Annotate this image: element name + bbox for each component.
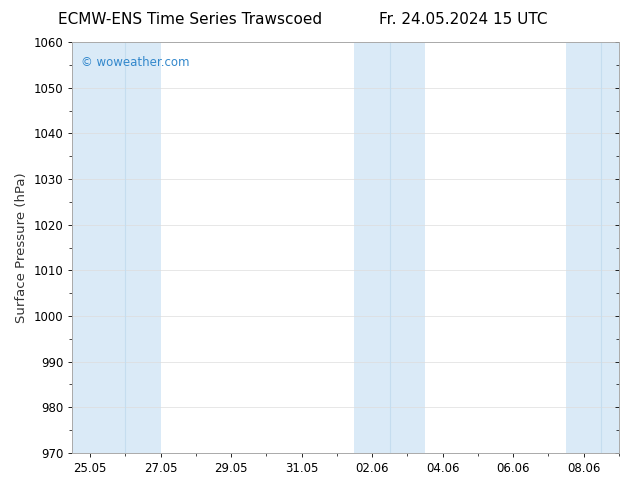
Text: © woweather.com: © woweather.com <box>81 56 189 70</box>
Bar <box>354 42 425 453</box>
Text: Fr. 24.05.2024 15 UTC: Fr. 24.05.2024 15 UTC <box>378 12 547 27</box>
Bar <box>566 42 619 453</box>
Bar <box>72 42 160 453</box>
Text: ECMW-ENS Time Series Trawscoed: ECMW-ENS Time Series Trawscoed <box>58 12 322 27</box>
Y-axis label: Surface Pressure (hPa): Surface Pressure (hPa) <box>15 172 28 323</box>
